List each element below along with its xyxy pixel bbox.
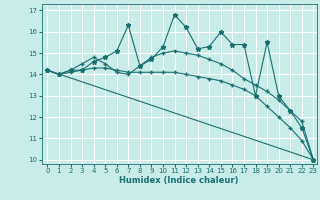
X-axis label: Humidex (Indice chaleur): Humidex (Indice chaleur) [119, 176, 239, 185]
